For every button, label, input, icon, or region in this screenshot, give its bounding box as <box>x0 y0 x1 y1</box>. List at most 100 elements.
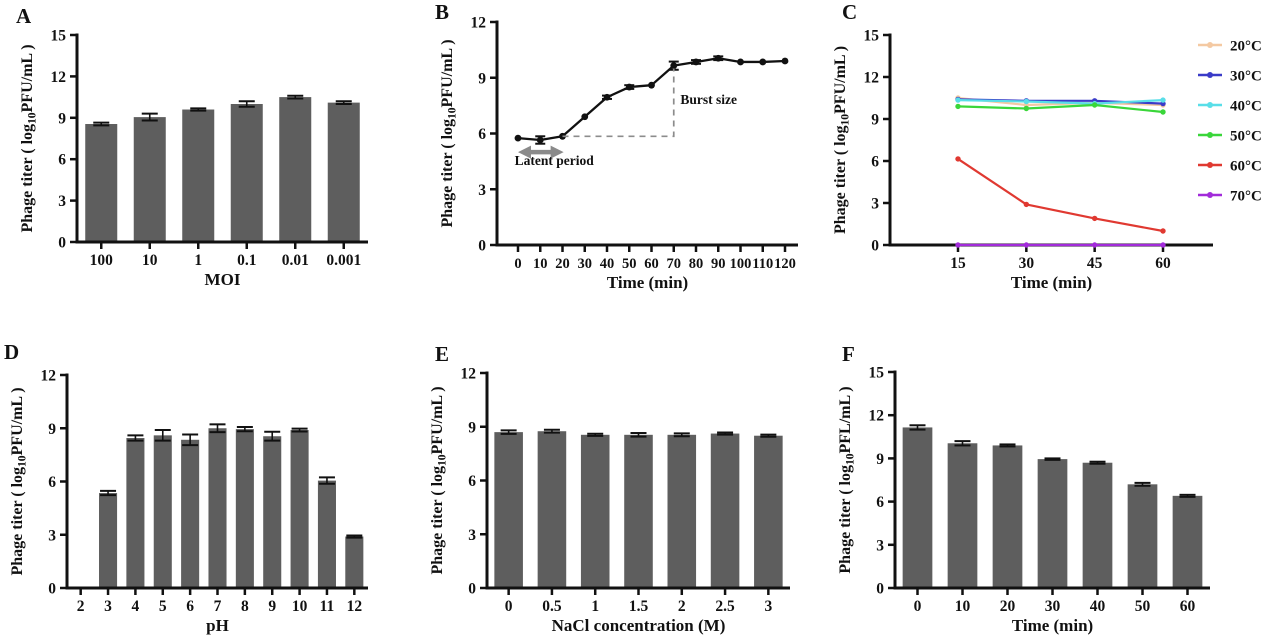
chart-d-svg: 0 3 6 9 12 2 3 4 5 6 7 8 9 10 11 12 pH Phage titer ( log1… <box>9 368 368 635</box>
svg-text:2: 2 <box>77 598 85 615</box>
svg-text:30°C: 30°C <box>1230 69 1262 85</box>
svg-text:40: 40 <box>600 256 615 272</box>
svg-text:1: 1 <box>194 252 202 269</box>
svg-text:6: 6 <box>468 473 476 490</box>
svg-text:6: 6 <box>48 474 56 491</box>
svg-text:70°C: 70°C <box>1230 189 1262 205</box>
chart-e-svg: 0 3 6 9 12 0 0.5 1 1.5 2 2.5 3 NaCl concentration (M… <box>429 366 790 635</box>
svg-text:0: 0 <box>514 256 521 272</box>
svg-text:0.001: 0.001 <box>326 252 361 269</box>
svg-text:12: 12 <box>347 598 363 615</box>
svg-text:Burst size: Burst size <box>680 92 737 107</box>
svg-text:50: 50 <box>622 256 637 272</box>
panel-label-b: B <box>435 0 450 24</box>
svg-text:50: 50 <box>1135 598 1151 615</box>
svg-text:NaCl concentration (M): NaCl concentration (M) <box>552 616 726 635</box>
svg-text:9: 9 <box>268 598 276 615</box>
chart-c-svg: 0 3 6 9 12 15 15 30 45 60 Time (min) Phage titer ( … <box>832 28 1262 293</box>
panel-d-ph-stability-chart: D 0 3 6 9 12 2 3 4 5 6 7 8 9 10 11 12 pH Phage titer ( lo… <box>0 330 420 637</box>
svg-text:40°C: 40°C <box>1230 99 1262 115</box>
svg-text:6: 6 <box>871 154 879 171</box>
panel-b-one-step-growth-chart: B 0 3 6 9 12 0 10 20 30 40 50 60 70 80 90 100 110 120 Time… <box>420 0 830 310</box>
svg-text:80: 80 <box>689 256 704 272</box>
svg-text:0: 0 <box>914 598 922 615</box>
svg-text:60: 60 <box>644 256 659 272</box>
svg-text:9: 9 <box>58 110 66 127</box>
svg-text:120: 120 <box>774 256 796 272</box>
svg-text:Phage titer ( log10PFU/mL ): Phage titer ( log10PFU/mL ) <box>439 39 459 227</box>
svg-text:8: 8 <box>241 598 249 615</box>
svg-text:60°C: 60°C <box>1230 159 1262 175</box>
svg-text:Time (min): Time (min) <box>1012 616 1093 635</box>
svg-text:3: 3 <box>764 598 772 615</box>
svg-text:9: 9 <box>871 112 879 129</box>
panel-a-moi-bar-chart: A 0 3 6 9 12 15 100 10 1 0.1 0.01 0.001 MOI Phage tit… <box>0 0 420 310</box>
svg-text:3: 3 <box>876 537 884 554</box>
svg-text:Phage titer ( log10PFU/mL ): Phage titer ( log10PFU/mL ) <box>832 46 852 234</box>
svg-text:10: 10 <box>533 256 548 272</box>
svg-text:3: 3 <box>48 527 56 544</box>
svg-text:6: 6 <box>478 126 486 143</box>
svg-text:3: 3 <box>871 196 879 213</box>
svg-text:5: 5 <box>159 598 167 615</box>
panel-label-d: D <box>4 340 20 364</box>
svg-text:12: 12 <box>869 408 885 425</box>
svg-text:100: 100 <box>730 256 752 272</box>
svg-text:20°C: 20°C <box>1230 39 1262 55</box>
svg-text:Time (min): Time (min) <box>607 273 688 292</box>
svg-text:6: 6 <box>58 152 66 169</box>
svg-text:15: 15 <box>950 255 966 272</box>
svg-text:0: 0 <box>58 235 66 252</box>
panel-label-c: C <box>842 0 858 24</box>
panel-label-a: A <box>16 4 32 28</box>
svg-text:10: 10 <box>142 252 158 269</box>
svg-text:12: 12 <box>864 70 880 87</box>
svg-text:Time (min): Time (min) <box>1011 273 1092 292</box>
svg-text:45: 45 <box>1087 255 1103 272</box>
svg-text:0: 0 <box>505 598 513 615</box>
svg-text:30: 30 <box>1045 598 1061 615</box>
svg-text:3: 3 <box>58 193 66 210</box>
svg-text:15: 15 <box>51 28 67 45</box>
svg-text:Latent period: Latent period <box>515 153 595 168</box>
svg-text:9: 9 <box>478 70 486 87</box>
svg-text:12: 12 <box>461 366 477 383</box>
svg-text:15: 15 <box>864 28 880 45</box>
svg-text:Phage titer ( log10PFL/mL ): Phage titer ( log10PFL/mL ) <box>837 386 857 573</box>
svg-text:20: 20 <box>555 256 570 272</box>
svg-text:MOI: MOI <box>205 270 241 289</box>
svg-text:Phage titer ( log10PFU/mL ): Phage titer ( log10PFU/mL ) <box>9 387 29 575</box>
svg-text:20: 20 <box>1000 598 1016 615</box>
svg-text:9: 9 <box>876 451 884 468</box>
panel-f-uv-time-chart: F 0 3 6 9 12 15 0 10 20 30 40 50 60 Time (min) Phage t… <box>830 330 1269 637</box>
svg-text:1: 1 <box>591 598 599 615</box>
svg-text:3: 3 <box>468 527 476 544</box>
svg-text:0.5: 0.5 <box>542 598 562 615</box>
svg-text:2: 2 <box>678 598 686 615</box>
svg-text:60: 60 <box>1180 598 1196 615</box>
svg-text:3: 3 <box>478 182 486 199</box>
svg-text:100: 100 <box>90 252 114 269</box>
chart-a-svg: 0 3 6 9 12 15 100 10 1 0.1 0.01 0.001 MOI Phage titer… <box>19 28 368 289</box>
svg-text:6: 6 <box>186 598 194 615</box>
svg-text:0: 0 <box>48 581 56 598</box>
svg-text:pH: pH <box>206 616 229 635</box>
svg-text:9: 9 <box>468 419 476 436</box>
svg-text:0.1: 0.1 <box>237 252 256 269</box>
svg-text:3: 3 <box>104 598 112 615</box>
svg-text:7: 7 <box>214 598 222 615</box>
panel-label-e: E <box>435 342 450 366</box>
svg-text:0: 0 <box>871 238 879 255</box>
svg-text:0: 0 <box>478 238 486 255</box>
svg-text:2.5: 2.5 <box>715 598 735 615</box>
svg-text:60: 60 <box>1155 255 1171 272</box>
svg-text:9: 9 <box>48 421 56 438</box>
svg-text:1.5: 1.5 <box>629 598 649 615</box>
svg-text:0: 0 <box>876 581 884 598</box>
svg-text:Phage titer ( log10PFU/mL ): Phage titer ( log10PFU/mL ) <box>429 386 449 574</box>
svg-text:30: 30 <box>578 256 593 272</box>
svg-text:4: 4 <box>132 598 140 615</box>
svg-text:70: 70 <box>667 256 682 272</box>
